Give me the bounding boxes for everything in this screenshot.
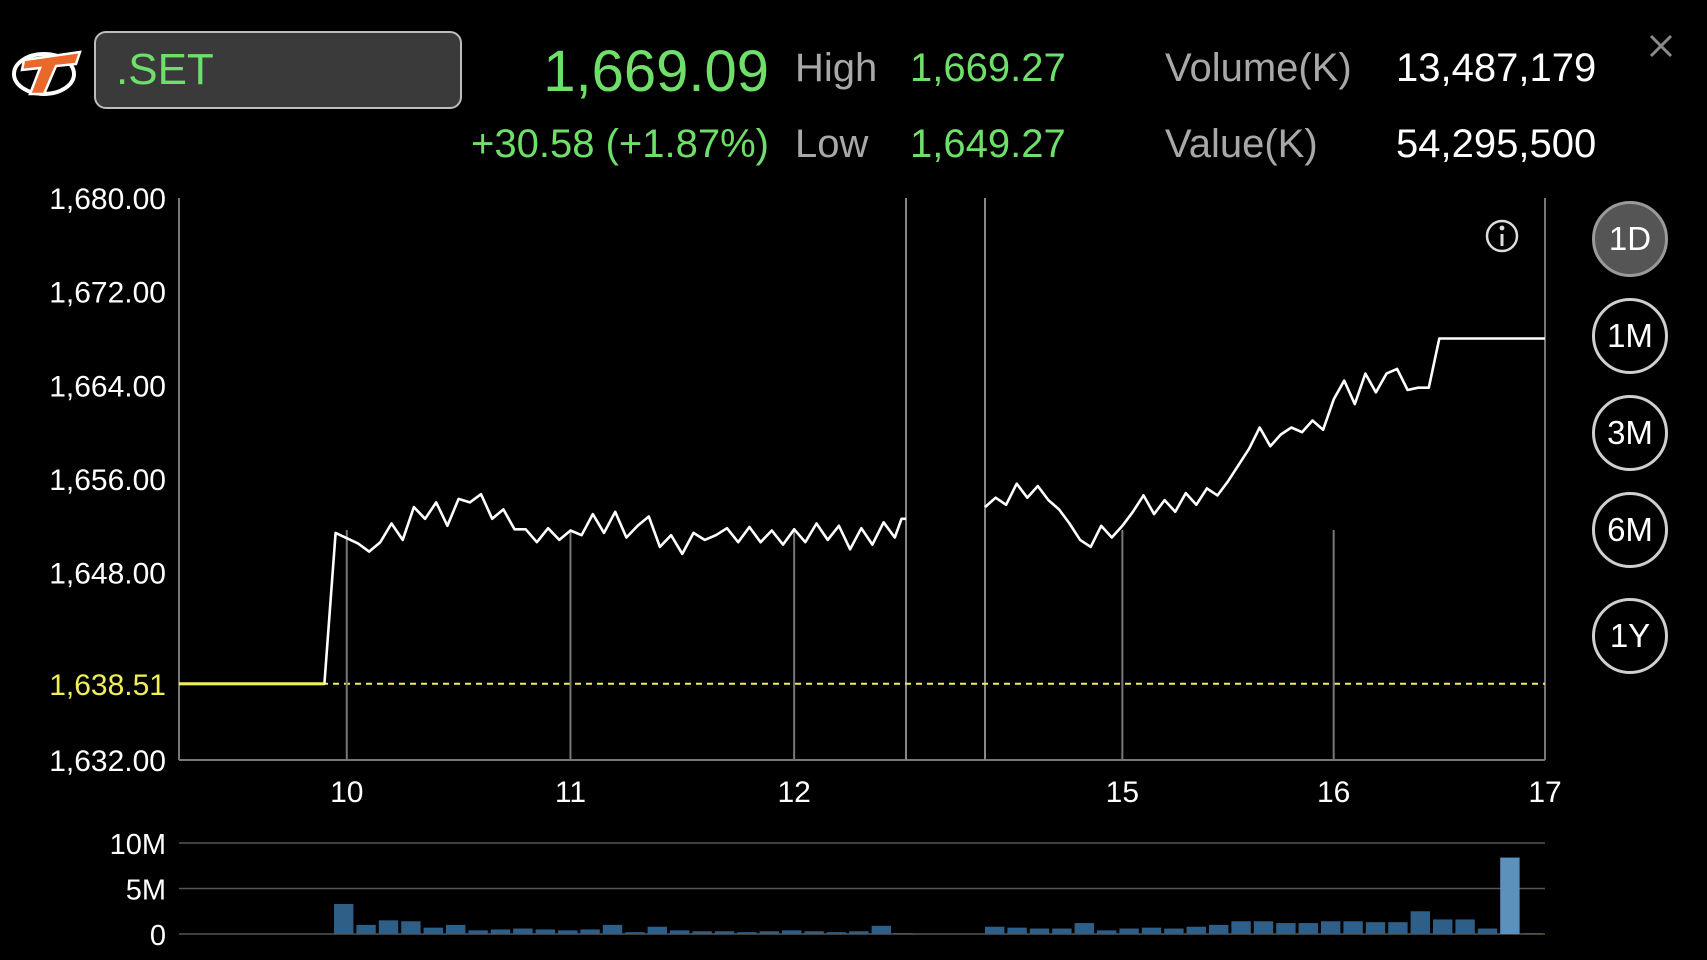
volume-bar [849,931,869,934]
volume-bar [625,932,645,934]
high-value: 1,669.27 [910,46,1066,90]
last-price: 1,669.09 [543,39,769,104]
volume-bar [535,929,555,934]
low-label: Low [795,122,869,166]
volume-bar [1141,927,1162,934]
volume-bar [826,932,847,934]
volume-y-tick-label: 0 [150,920,166,952]
volume-bar [1029,928,1050,934]
volume-bar [334,903,354,934]
volume-bar [1007,927,1027,934]
volume-bar [1500,857,1520,934]
volume-y-tick-label: 5M [126,875,166,907]
volume-bar [1253,921,1274,934]
volume-bar [1388,922,1408,934]
volume-bar [558,930,578,934]
price-change: +30.58 (+1.87%) [471,122,769,166]
info-icon-ring [1485,219,1519,253]
value-label: Value(K) [1165,122,1318,166]
volume-label: Volume(K) [1165,46,1352,90]
volume-bar [602,924,623,934]
volume-bar [468,930,488,934]
volume-bar [1119,928,1139,934]
volume-bar [356,924,376,934]
volume-bar [378,920,399,934]
volume-bar [670,930,690,934]
volume-bar [1164,928,1184,934]
volume-bar [1365,922,1386,934]
price-line-afternoon [984,337,1545,549]
value-value: 54,295,500 [1396,122,1597,166]
period-button-1m[interactable]: 1M [1592,298,1668,374]
volume-bar [1186,926,1206,934]
period-button-3m[interactable]: 3M [1592,395,1668,471]
info-icon-dot [1499,225,1505,231]
volume-bar [1477,928,1498,934]
volume-bar [1052,928,1072,934]
x-tick-label: 11 [555,776,586,809]
volume-bar [647,926,667,934]
app-logo-icon [12,50,82,96]
volume-bar [1209,924,1229,934]
x-tick-label: 17 [1528,776,1561,809]
y-tick-label: 1,632.00 [49,745,166,778]
volume-bar [782,930,802,934]
low-value: 1,649.27 [910,122,1066,166]
volume-bar [737,932,757,934]
y-tick-label: 1,664.00 [49,370,166,403]
close-icon[interactable] [1643,28,1679,64]
volume-bar [446,924,466,934]
volume-bar [1321,921,1341,934]
volume-bar [1455,919,1475,934]
volume-bar [894,933,914,934]
info-icon[interactable] [1485,219,1519,253]
volume-bar [985,926,1005,934]
y-tick-label: 1,680.00 [49,183,166,216]
period-button-6m[interactable]: 6M [1592,492,1668,568]
volume-bar [401,921,421,934]
volume-bar [1097,930,1117,934]
volume-bar [513,928,533,934]
volume-bar [871,925,891,934]
high-label: High [795,46,878,90]
volume-y-tick-label: 10M [110,829,166,861]
period-button-1d[interactable]: 1D [1592,201,1668,277]
x-tick-label: 15 [1106,776,1139,809]
volume-bar [692,931,712,934]
volume-bar [714,931,735,934]
volume-bar [759,931,779,934]
x-tick-label: 10 [330,776,363,809]
x-tick-label: 16 [1317,776,1350,809]
volume-bar [1298,923,1318,934]
volume-bar [1522,933,1542,934]
y-tick-label: 1,648.00 [49,558,166,591]
volume-value: 13,487,179 [1396,46,1597,90]
volume-bar [1410,911,1430,934]
y-tick-label: 1,672.00 [49,277,166,310]
x-tick-label: 12 [777,776,810,809]
previous-close-label: 1,638.51 [49,669,166,702]
volume-bar [1231,921,1251,934]
volume-bar [490,929,511,934]
volume-bar [804,931,824,934]
volume-bar [1276,923,1296,934]
y-tick-label: 1,656.00 [49,464,166,497]
volume-bar [1074,923,1094,934]
period-button-1y[interactable]: 1Y [1592,598,1668,674]
volume-bar [580,929,600,934]
price-line-morning [179,492,906,686]
symbol-input[interactable]: .SET [94,31,462,109]
volume-bar [1343,921,1363,934]
volume-bar [1433,919,1453,934]
volume-bar [423,927,443,934]
symbol-text: .SET [116,45,214,94]
